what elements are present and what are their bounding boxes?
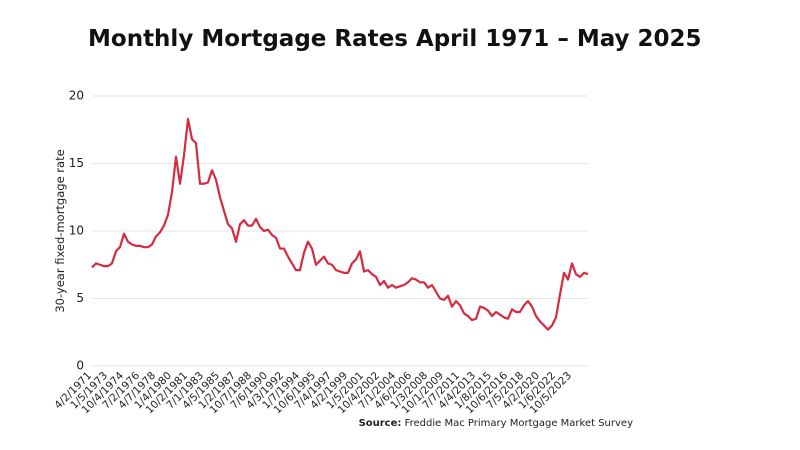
- y-axis-label: 30-year fixed-mortgage rate: [53, 149, 67, 312]
- chart-title: Monthly Mortgage Rates April 1971 – May …: [88, 26, 702, 52]
- source-label: Source:: [359, 418, 402, 429]
- y-tick-label: 0: [76, 359, 84, 373]
- y-tick-label: 5: [76, 291, 84, 305]
- y-tick-label: 10: [69, 224, 84, 238]
- source: Source: Freddie Mac Primary Mortgage Mar…: [359, 418, 634, 429]
- line: [91, 117, 589, 331]
- y-tick-label: 20: [69, 89, 84, 103]
- y-tick-label: 15: [69, 156, 84, 170]
- source-text: Freddie Mac Primary Mortgage Market Surv…: [405, 418, 633, 429]
